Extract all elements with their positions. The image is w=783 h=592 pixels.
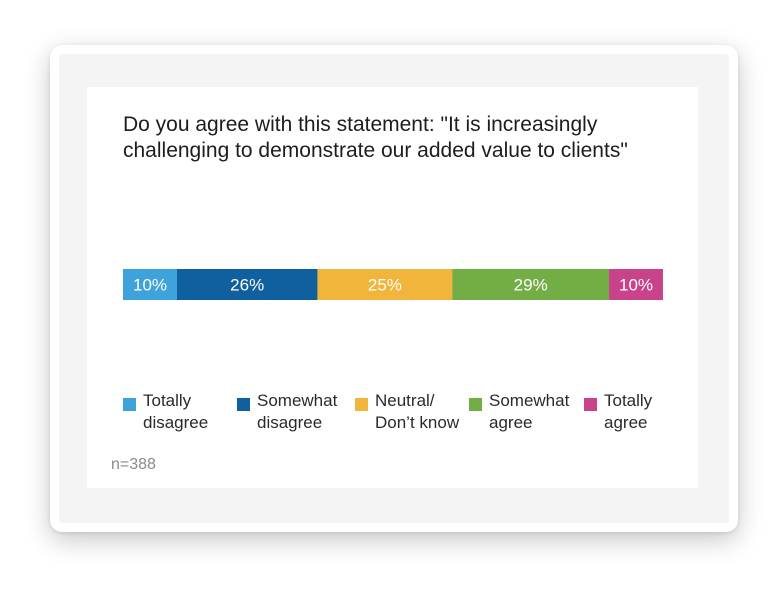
chart-title: Do you agree with this statement: "It is…: [123, 112, 683, 164]
legend-label-somewhat-disagree: Somewhat disagree: [257, 391, 338, 432]
grey-panel: Do you agree with this statement: "It is…: [59, 54, 729, 523]
chart-card: Do you agree with this statement: "It is…: [87, 87, 698, 488]
bar-segment-2: [317, 269, 453, 300]
legend-label-totally-agree: Totally agree: [604, 391, 653, 432]
bar-label-3: 29%: [514, 276, 548, 295]
bar-label-1: 26%: [230, 276, 264, 295]
bar-segment-3: [452, 269, 610, 300]
stacked-bar-chart: 10% 26% 25% 29% 10%: [123, 269, 663, 300]
legend-swatch-somewhat-disagree: [237, 398, 250, 411]
bar-segment-4: [609, 269, 663, 300]
bar-segment-0: [123, 269, 178, 300]
bar-label-2: 25%: [368, 276, 402, 295]
bar-label-4: 10%: [619, 276, 653, 295]
legend-label-neutral: Neutral/ Don’t know: [375, 391, 460, 432]
chart-title-line-2: challenging to demonstrate our added val…: [123, 139, 628, 162]
legend-swatch-totally-disagree: [123, 398, 136, 411]
chart-legend: Totally disagree Somewhat disagree Neutr…: [123, 390, 683, 440]
outer-frame: Do you agree with this statement: "It is…: [50, 45, 738, 532]
legend-swatch-totally-agree: [584, 398, 597, 411]
legend-label-somewhat-agree: Somewhat agree: [489, 391, 570, 432]
legend-label-totally-disagree: Totally disagree: [143, 391, 209, 432]
bar-segment-1: [177, 269, 318, 300]
chart-title-line-1: Do you agree with this statement: "It is…: [123, 113, 598, 136]
legend-swatch-neutral: [355, 398, 368, 411]
legend-swatch-somewhat-agree: [469, 398, 482, 411]
bar-label-0: 10%: [133, 276, 167, 295]
sample-size-note: n=388: [111, 456, 156, 473]
